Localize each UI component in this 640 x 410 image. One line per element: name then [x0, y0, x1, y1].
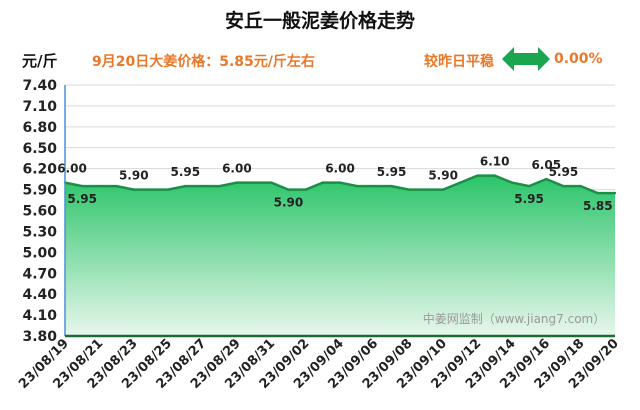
unit-label: 元/斤	[22, 52, 58, 70]
y-tick-label: 4.70	[22, 266, 57, 282]
data-point	[459, 181, 462, 184]
data-point	[132, 188, 135, 191]
data-point	[115, 184, 118, 188]
data-labels: 6.00 5.95 5.90 5.95 6.00 5.90 6.00 5.95 5.90 6.10…	[57, 155, 612, 213]
data-point	[493, 174, 496, 177]
data-label: 6.00	[57, 162, 87, 176]
y-tick-label: 5.60	[22, 204, 57, 220]
data-label: 5.95	[549, 165, 579, 179]
data-label: 5.90	[119, 169, 149, 183]
watermark-text: 中姜网监制（www.jiang7.com）	[423, 311, 605, 326]
data-point	[304, 188, 307, 191]
y-tick-label: 5.00	[22, 245, 57, 261]
y-tick-label: 4.40	[22, 287, 57, 303]
y-tick-label: 7.10	[22, 99, 57, 115]
data-point	[270, 181, 273, 184]
y-tick-label: 4.10	[22, 308, 57, 324]
data-point	[80, 184, 84, 188]
data-point	[201, 184, 204, 188]
y-tick-label: 7.40	[22, 78, 57, 94]
data-label: 6.00	[222, 162, 252, 176]
data-point	[184, 184, 187, 188]
data-point	[527, 184, 531, 188]
data-point	[613, 191, 617, 195]
data-label: 5.95	[377, 165, 407, 179]
data-point	[510, 181, 514, 184]
data-point	[321, 181, 325, 184]
double-arrow-icon	[502, 47, 550, 71]
y-tick-label: 3.80	[22, 329, 57, 345]
y-tick-label: 5.90	[22, 183, 57, 199]
data-point	[562, 184, 565, 188]
data-point	[355, 184, 359, 188]
price-area	[65, 175, 615, 336]
data-label: 6.00	[325, 162, 355, 176]
x-axis: 23/08/1923/08/2123/08/2323/08/2523/08/27…	[16, 336, 622, 392]
compare-label: 较昨日平稳	[424, 54, 494, 70]
data-point	[407, 188, 410, 191]
chart-title: 安丘一般泥姜价格走势	[224, 10, 415, 32]
data-point	[596, 191, 600, 195]
data-point	[149, 188, 153, 191]
data-point	[338, 181, 342, 184]
data-point	[441, 188, 445, 191]
data-point	[235, 181, 239, 184]
data-label: 6.05	[531, 158, 561, 172]
data-point	[424, 188, 428, 191]
data-label: 5.95	[67, 192, 97, 206]
data-point	[476, 174, 479, 177]
data-label: 6.10	[480, 155, 510, 169]
data-label: 5.95	[171, 165, 201, 179]
data-label: 5.90	[274, 196, 304, 210]
data-point	[579, 184, 582, 188]
data-point	[545, 177, 548, 181]
y-tick-label: 6.50	[22, 141, 57, 157]
data-label: 5.90	[428, 169, 458, 183]
data-point	[98, 184, 101, 188]
data-point	[252, 181, 256, 184]
data-point	[166, 188, 170, 191]
y-tick-label: 6.20	[22, 162, 57, 178]
data-label: 5.85	[583, 199, 613, 213]
y-tick-label: 6.80	[22, 120, 57, 136]
data-point	[373, 184, 376, 188]
price-note: 9月20日大姜价格：5.85元/斤左右	[92, 54, 315, 70]
change-value: 0.00%	[554, 51, 603, 67]
data-point	[287, 188, 290, 191]
data-point	[218, 184, 221, 188]
axes	[64, 85, 615, 338]
data-label: 5.95	[514, 192, 544, 206]
y-axis: 3.80 4.10 4.40 4.70 5.00 5.30 5.60 5.90 6.20 6.50…	[22, 78, 57, 345]
y-tick-label: 5.30	[22, 224, 57, 240]
data-point	[390, 184, 393, 188]
